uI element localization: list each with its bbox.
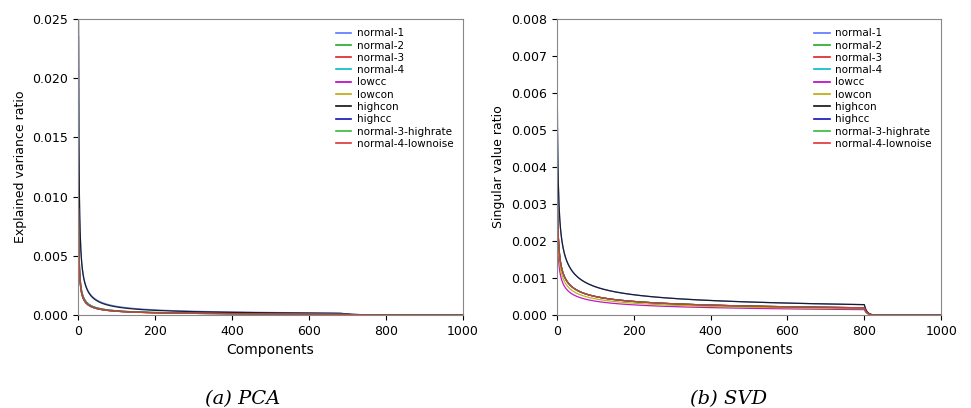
Y-axis label: Explained variance ratio: Explained variance ratio — [14, 91, 27, 243]
Y-axis label: Singular value ratio: Singular value ratio — [492, 106, 506, 228]
X-axis label: Components: Components — [226, 344, 315, 357]
Legend: normal-1, normal-2, normal-3, normal-4, lowcc, lowcon, highcon, highcc, normal-3: normal-1, normal-2, normal-3, normal-4, … — [332, 24, 457, 153]
Text: (a) PCA: (a) PCA — [205, 390, 281, 408]
Legend: normal-1, normal-2, normal-3, normal-4, lowcc, lowcon, highcon, highcc, normal-3: normal-1, normal-2, normal-3, normal-4, … — [810, 24, 936, 153]
Text: (b) SVD: (b) SVD — [689, 390, 767, 408]
X-axis label: Components: Components — [705, 344, 793, 357]
